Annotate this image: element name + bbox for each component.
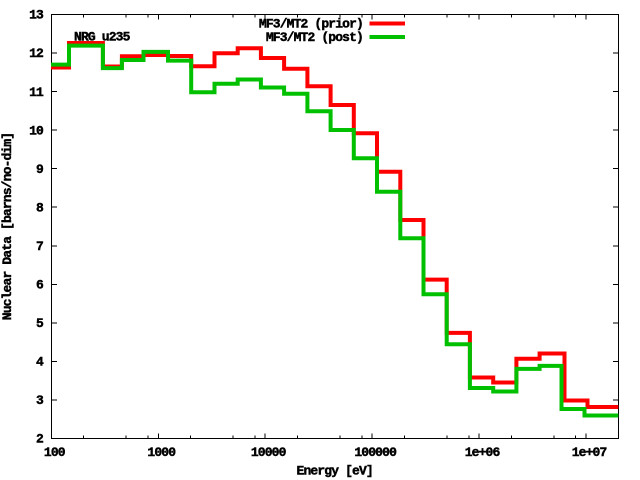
svg-text:7: 7 (36, 239, 43, 254)
svg-text:1e+07: 1e+07 (572, 445, 607, 460)
svg-text:13: 13 (29, 8, 44, 23)
svg-text:12: 12 (29, 46, 44, 61)
svg-text:MF3/MT2 (prior): MF3/MT2 (prior) (259, 17, 363, 32)
svg-text:Nuclear Data [barns/no-dim]: Nuclear Data [barns/no-dim] (0, 133, 15, 320)
svg-text:MF3/MT2 (post): MF3/MT2 (post) (266, 30, 363, 45)
svg-text:4: 4 (36, 355, 44, 370)
svg-text:100000: 100000 (354, 445, 397, 460)
svg-text:11: 11 (29, 85, 44, 100)
svg-text:1000: 1000 (147, 445, 176, 460)
svg-text:Energy [eV]: Energy [eV] (297, 464, 373, 479)
svg-text:3: 3 (36, 393, 44, 408)
svg-text:9: 9 (36, 162, 44, 177)
svg-text:5: 5 (36, 316, 44, 331)
svg-text:6: 6 (36, 278, 44, 293)
svg-text:8: 8 (36, 200, 44, 215)
svg-text:100: 100 (44, 445, 66, 460)
svg-text:10000: 10000 (251, 445, 287, 460)
svg-text:2: 2 (36, 432, 44, 447)
svg-text:10: 10 (29, 123, 44, 138)
svg-text:NRG u235: NRG u235 (74, 30, 131, 45)
svg-text:1e+06: 1e+06 (465, 445, 501, 460)
